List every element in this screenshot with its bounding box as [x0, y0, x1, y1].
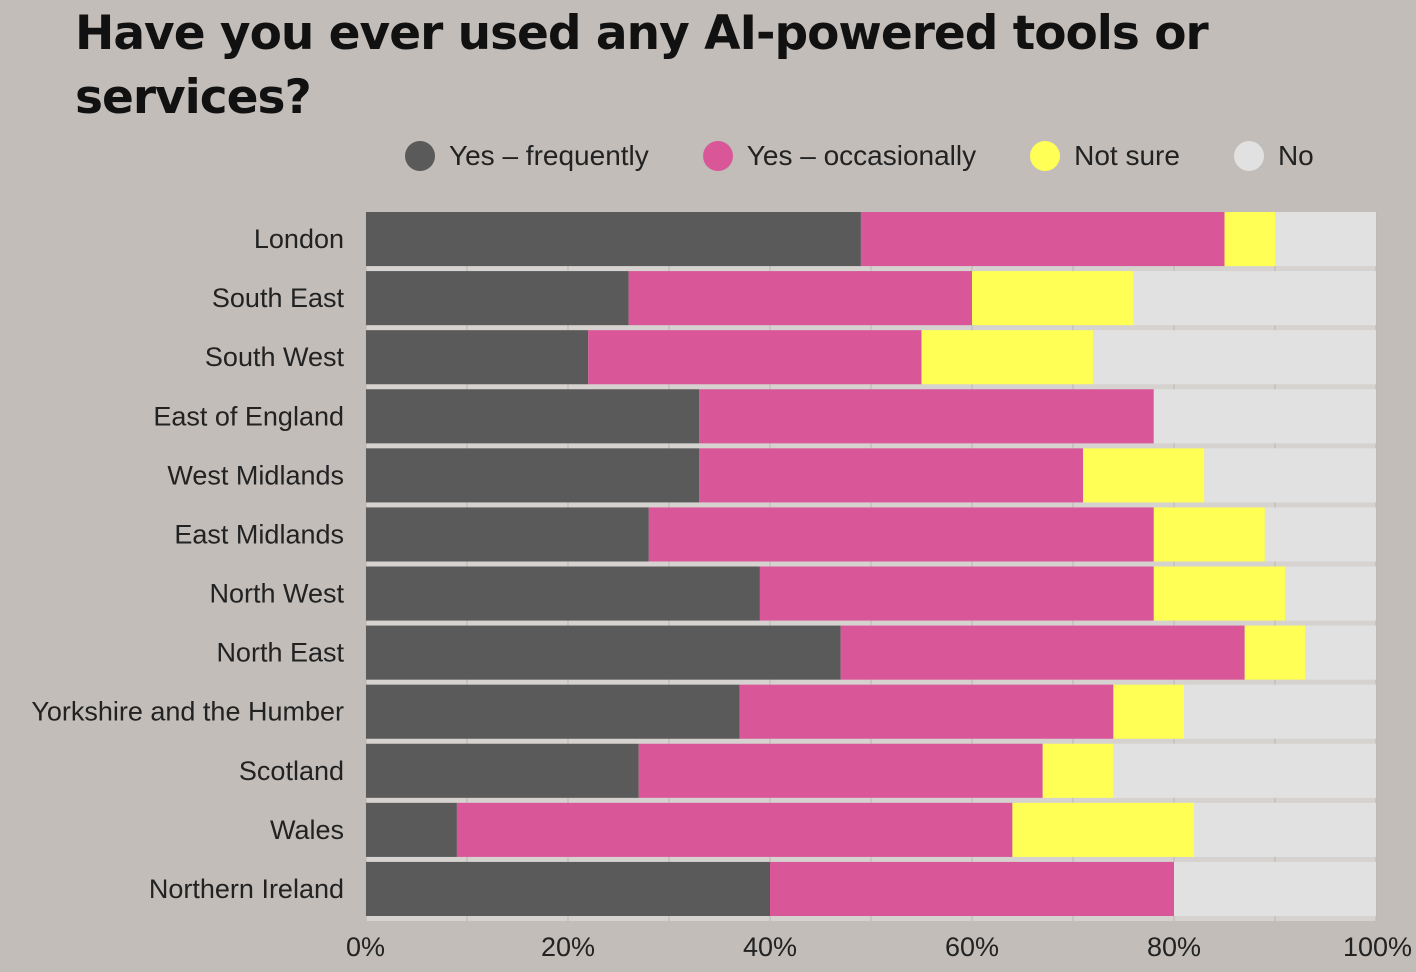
bar-segment	[1093, 330, 1376, 385]
bar-segment	[759, 566, 1154, 621]
category-label: Yorkshire and the Humber	[31, 697, 344, 727]
x-tick-label: 40%	[743, 932, 797, 962]
bar-segment	[1153, 566, 1286, 621]
legend-swatch	[1030, 141, 1061, 171]
bar-segment	[1012, 802, 1195, 857]
bar-segment	[1113, 743, 1376, 798]
category-label: Northern Ireland	[149, 874, 344, 904]
bar-segment	[366, 861, 770, 916]
bar-segment	[366, 684, 740, 739]
legend-label: Yes – frequently	[449, 140, 649, 171]
bar-segment	[638, 743, 1043, 798]
legend-item: No	[1233, 140, 1314, 172]
legend-item: Not sure	[1030, 140, 1180, 172]
bar-segment	[366, 566, 760, 621]
bar-segment	[1174, 861, 1376, 916]
bar-segment	[366, 271, 629, 326]
category-label: North East	[216, 638, 344, 668]
bar-segment	[860, 212, 1225, 267]
bar-segment	[366, 625, 841, 680]
bar-segment	[1204, 448, 1376, 503]
category-label: East of England	[153, 401, 344, 431]
category-label: South West	[205, 342, 345, 372]
bar-segment	[1275, 212, 1376, 267]
bar-segment	[770, 861, 1174, 916]
chart-title: Have you ever used any AI-powered tools …	[75, 6, 1209, 125]
legend-item: Yes – frequently	[405, 140, 649, 172]
bar-segment	[699, 389, 1154, 444]
x-tick-label: 0%	[346, 932, 385, 962]
bar-segment	[1184, 684, 1376, 739]
bar-segment	[972, 271, 1134, 326]
category-label: East Midlands	[174, 519, 344, 549]
bar-segment	[1083, 448, 1205, 503]
category-label: Scotland	[239, 756, 344, 786]
bar-segment	[699, 448, 1084, 503]
bar-segment	[1244, 625, 1306, 680]
bar-segment	[921, 330, 1094, 385]
bar-segment	[1153, 507, 1265, 562]
bar-segment	[1224, 212, 1275, 267]
bar-segment	[1042, 743, 1114, 798]
x-tick-label: 20%	[541, 932, 595, 962]
legend-swatch	[405, 141, 435, 171]
bar-segment	[1153, 389, 1376, 444]
x-tick-label: 80%	[1147, 932, 1201, 962]
bar-segment	[366, 448, 700, 503]
bar-segment	[456, 802, 1013, 857]
category-label: West Midlands	[167, 460, 344, 490]
bar-segment	[1264, 507, 1376, 562]
bar-segment	[739, 684, 1114, 739]
category-label: Wales	[270, 815, 344, 845]
bar-segment	[1305, 625, 1376, 680]
bar-segment	[588, 330, 922, 385]
legend-swatch	[702, 141, 733, 171]
category-label: North West	[209, 579, 344, 609]
bar-segment	[1113, 684, 1185, 739]
legend-label: Not sure	[1074, 140, 1180, 171]
bar-segment	[366, 330, 589, 385]
bar-segment	[1133, 271, 1376, 326]
x-tick-label: 100%	[1343, 932, 1412, 962]
bar-segment	[1194, 802, 1376, 857]
bar-segment	[366, 389, 700, 444]
legend-swatch	[1233, 141, 1264, 171]
legend-label: Yes – occasionally	[746, 140, 977, 171]
legend-label: No	[1277, 140, 1314, 171]
category-label: London	[254, 224, 344, 254]
bar-segment	[366, 743, 639, 798]
bar-segment	[840, 625, 1245, 680]
category-label: South East	[212, 283, 345, 313]
bar-segment	[366, 507, 649, 562]
bar-segment	[648, 507, 1154, 562]
x-tick-label: 60%	[945, 932, 999, 962]
bar-segment	[366, 212, 861, 267]
bar-segment	[1285, 566, 1376, 621]
bar-segment	[366, 802, 457, 857]
legend: Yes – frequently Yes – occasionally Not su…	[405, 140, 1368, 172]
bar-segment	[628, 271, 972, 326]
legend-item: Yes – occasionally	[702, 140, 977, 172]
